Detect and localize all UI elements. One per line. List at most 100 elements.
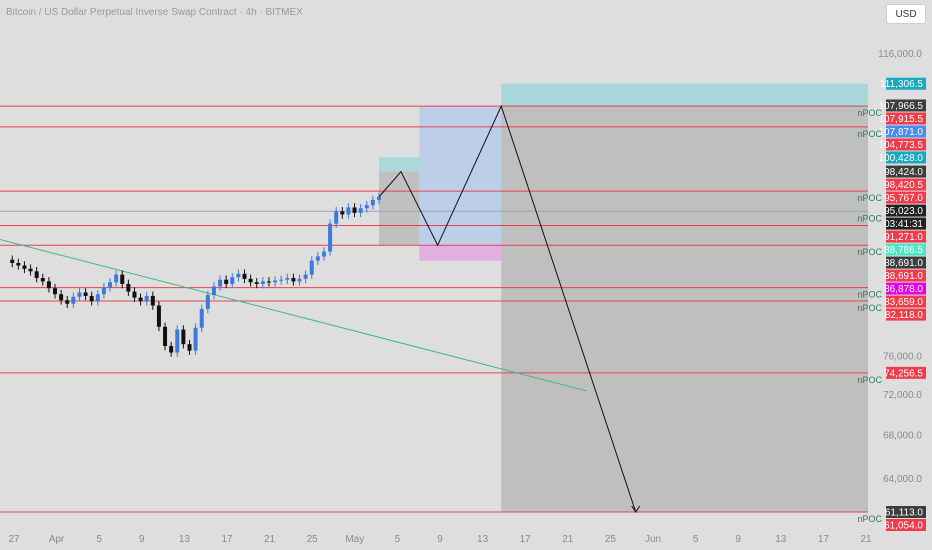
x-tick-label: 5 bbox=[96, 534, 102, 545]
price-badge-label: 95,023.0 bbox=[884, 206, 923, 217]
zone-1 bbox=[378, 171, 420, 246]
x-tick-label: 25 bbox=[307, 534, 319, 545]
candle-body bbox=[34, 271, 39, 279]
candle-body bbox=[370, 199, 375, 206]
npoc-layer: nPOC nPOC nPOC nPOC nPOC nPOC nPOC nPOC nPOC bbox=[857, 108, 882, 524]
npoc-label: nPOC bbox=[857, 303, 882, 313]
x-axis: 27 Apr 5 9 13 17 21 25 May 5 9 13 17 21 25 Jun 5 9 13 17 21 bbox=[0, 530, 872, 550]
zone-5 bbox=[501, 106, 868, 513]
price-badge-label: 82,118.0 bbox=[885, 310, 924, 321]
trendline-layer bbox=[0, 238, 587, 392]
projection-arrowhead bbox=[631, 505, 641, 513]
y-tick-label: 76,000.0 bbox=[883, 351, 922, 362]
zone-4 bbox=[501, 83, 868, 107]
x-tick-label: Apr bbox=[49, 534, 65, 545]
x-tick-label: May bbox=[345, 534, 364, 545]
candle-body bbox=[28, 268, 33, 272]
candle-body bbox=[59, 294, 64, 301]
projection-path bbox=[378, 104, 637, 513]
price-badge bbox=[886, 366, 926, 379]
candle-body bbox=[22, 265, 27, 269]
y-tick-label: 68,000.0 bbox=[883, 431, 922, 442]
x-tick-label: 21 bbox=[264, 534, 276, 545]
candle-body bbox=[279, 279, 284, 281]
x-tick-label: 9 bbox=[735, 534, 741, 545]
x-tick-label: 17 bbox=[520, 534, 532, 545]
candle-body bbox=[224, 279, 229, 284]
candle-body bbox=[65, 300, 70, 304]
currency-button[interactable]: USD bbox=[886, 4, 926, 24]
x-tick-label: 21 bbox=[562, 534, 574, 545]
candle-body bbox=[16, 263, 21, 266]
price-badge-label: 88,691.0 bbox=[884, 258, 923, 269]
candle-body bbox=[126, 283, 131, 292]
y-tick-label: 64,000.0 bbox=[883, 474, 922, 485]
price-badge bbox=[886, 282, 926, 295]
x-tick-label: 27 bbox=[8, 534, 20, 545]
candle-body bbox=[108, 282, 113, 288]
y-tick-label: 116,000.0 bbox=[878, 49, 922, 60]
y-axis: 116,000.0 76,000.0 72,000.0 68,000.0 64,000.… bbox=[878, 49, 922, 485]
candle-body bbox=[291, 278, 296, 282]
price-badge-label: 100,428.0 bbox=[879, 153, 924, 164]
npoc-label: nPOC bbox=[857, 108, 882, 118]
price-badge bbox=[886, 308, 926, 321]
price-badge-label: 107,915.5 bbox=[879, 114, 924, 125]
price-badge bbox=[886, 295, 926, 308]
npoc-label: nPOC bbox=[857, 514, 882, 524]
candle-body bbox=[10, 259, 15, 264]
price-badge bbox=[886, 191, 926, 204]
price-badge bbox=[886, 77, 926, 90]
x-tick-label: 25 bbox=[605, 534, 617, 545]
x-tick-label: 17 bbox=[221, 534, 233, 545]
candle-body bbox=[211, 286, 216, 296]
price-badge bbox=[886, 99, 926, 112]
candle-body bbox=[187, 344, 192, 351]
candle-body bbox=[242, 273, 247, 279]
candle-body bbox=[77, 292, 82, 297]
candle-body bbox=[236, 273, 241, 278]
candle-body bbox=[328, 223, 333, 252]
levels-layer bbox=[0, 105, 868, 513]
price-badges: 111,306.5 107,966.5 107,915.5 107,871.0 104,… bbox=[879, 77, 926, 532]
x-tick-label: 13 bbox=[179, 534, 191, 545]
candle-body bbox=[303, 274, 308, 279]
price-badge bbox=[886, 230, 926, 243]
price-badge bbox=[886, 112, 926, 125]
npoc-label: nPOC bbox=[857, 290, 882, 300]
candle-body bbox=[83, 292, 88, 296]
candle-body bbox=[46, 281, 51, 289]
chart-title: Bitcoin / US Dollar Perpetual Inverse Sw… bbox=[6, 7, 303, 18]
npoc-label: nPOC bbox=[857, 247, 882, 257]
candle-body bbox=[273, 280, 278, 283]
price-badge bbox=[886, 243, 926, 256]
zone-2 bbox=[419, 106, 502, 246]
price-badge bbox=[886, 125, 926, 138]
x-tick-label: 9 bbox=[139, 534, 145, 545]
price-badge-label: 107,871.0 bbox=[879, 127, 924, 138]
npoc-label: nPOC bbox=[857, 375, 882, 385]
candle-body bbox=[71, 296, 76, 304]
x-tick-label: 21 bbox=[860, 534, 872, 545]
price-badge bbox=[886, 151, 926, 164]
candle-body bbox=[95, 294, 100, 302]
candle-body bbox=[218, 279, 223, 287]
candle-body bbox=[376, 196, 381, 200]
x-tick-label: 9 bbox=[437, 534, 443, 545]
candle-body bbox=[150, 295, 155, 306]
price-badge-label: 88,786.5 bbox=[884, 245, 923, 256]
candle-body bbox=[156, 305, 161, 327]
candle-body bbox=[120, 274, 125, 284]
price-badge-label: 95,767.0 bbox=[884, 193, 923, 204]
price-badge-label: 03:41:31 bbox=[884, 219, 923, 230]
price-badge bbox=[886, 138, 926, 151]
candle-body bbox=[297, 278, 302, 282]
x-tick-label: 5 bbox=[693, 534, 699, 545]
zone-3 bbox=[419, 245, 502, 261]
price-badge-label: 83,659.0 bbox=[884, 297, 923, 308]
candle-body bbox=[248, 278, 253, 283]
x-axis-band bbox=[0, 530, 868, 550]
candle-body bbox=[53, 288, 58, 295]
npoc-label: nPOC bbox=[857, 213, 882, 223]
